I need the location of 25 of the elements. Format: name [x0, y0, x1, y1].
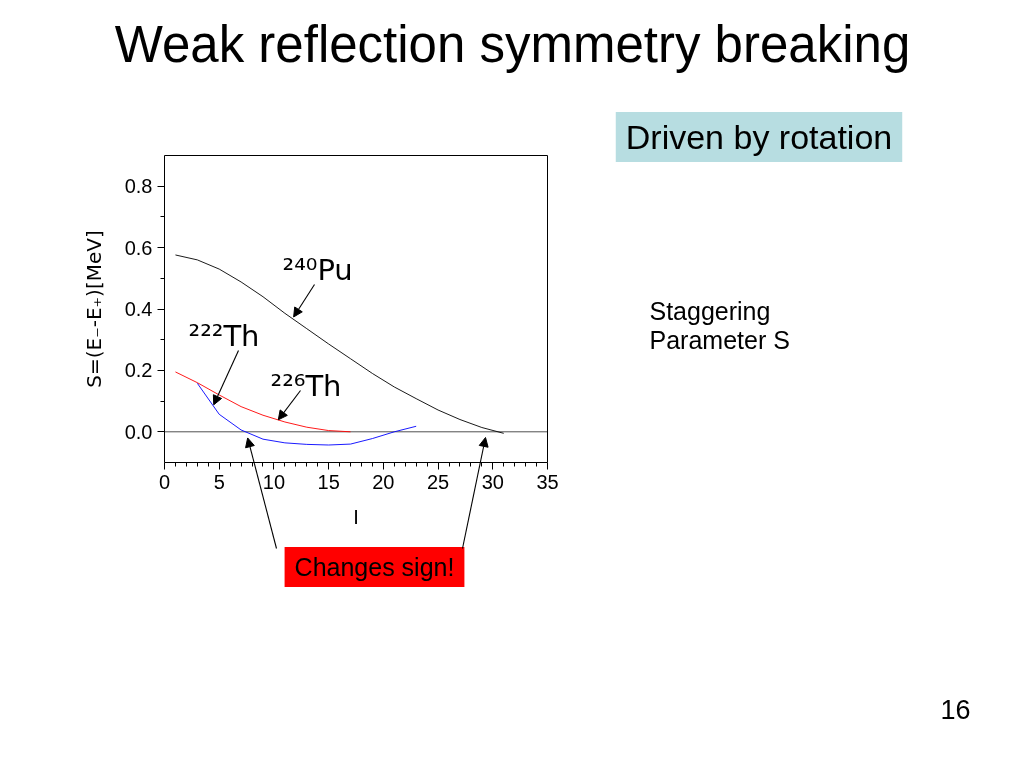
x-tick-label: 30 [481, 470, 504, 493]
x-tick-label: 15 [317, 470, 340, 493]
x-tick-label: 10 [262, 470, 286, 493]
y-tick-label: 0.6 [124, 236, 153, 259]
line-series [174, 371, 351, 433]
x-axis-title: I [353, 505, 359, 528]
x-tick-label: 5 [213, 470, 225, 493]
y-tick-label: 0.0 [124, 420, 153, 443]
text: Driven by rotation [625, 118, 893, 156]
text: 16 [940, 695, 971, 725]
text: Staggering Parameter S [649, 296, 790, 354]
x-tick-label: 25 [426, 470, 450, 493]
x-tick-label: 20 [372, 470, 395, 493]
annotation: ²⁴⁰Pu [282, 252, 353, 287]
y-axis-title: S=(E₋-E₊)[MeV] [81, 230, 106, 388]
y-tick-label: 0.4 [124, 298, 153, 320]
annotation: Changes sign! [294, 553, 455, 581]
x-tick-label: 35 [536, 470, 559, 493]
line-series [174, 254, 505, 434]
y-tick-label: 0.8 [124, 175, 153, 198]
annotation: ²²²Th [188, 318, 260, 353]
annotation: ²²⁶Th [270, 368, 342, 403]
chart-title: Weak reflection symmetry breaking [114, 16, 911, 73]
y-tick-label: 0.2 [124, 359, 153, 382]
x-tick-label: 0 [158, 470, 171, 493]
